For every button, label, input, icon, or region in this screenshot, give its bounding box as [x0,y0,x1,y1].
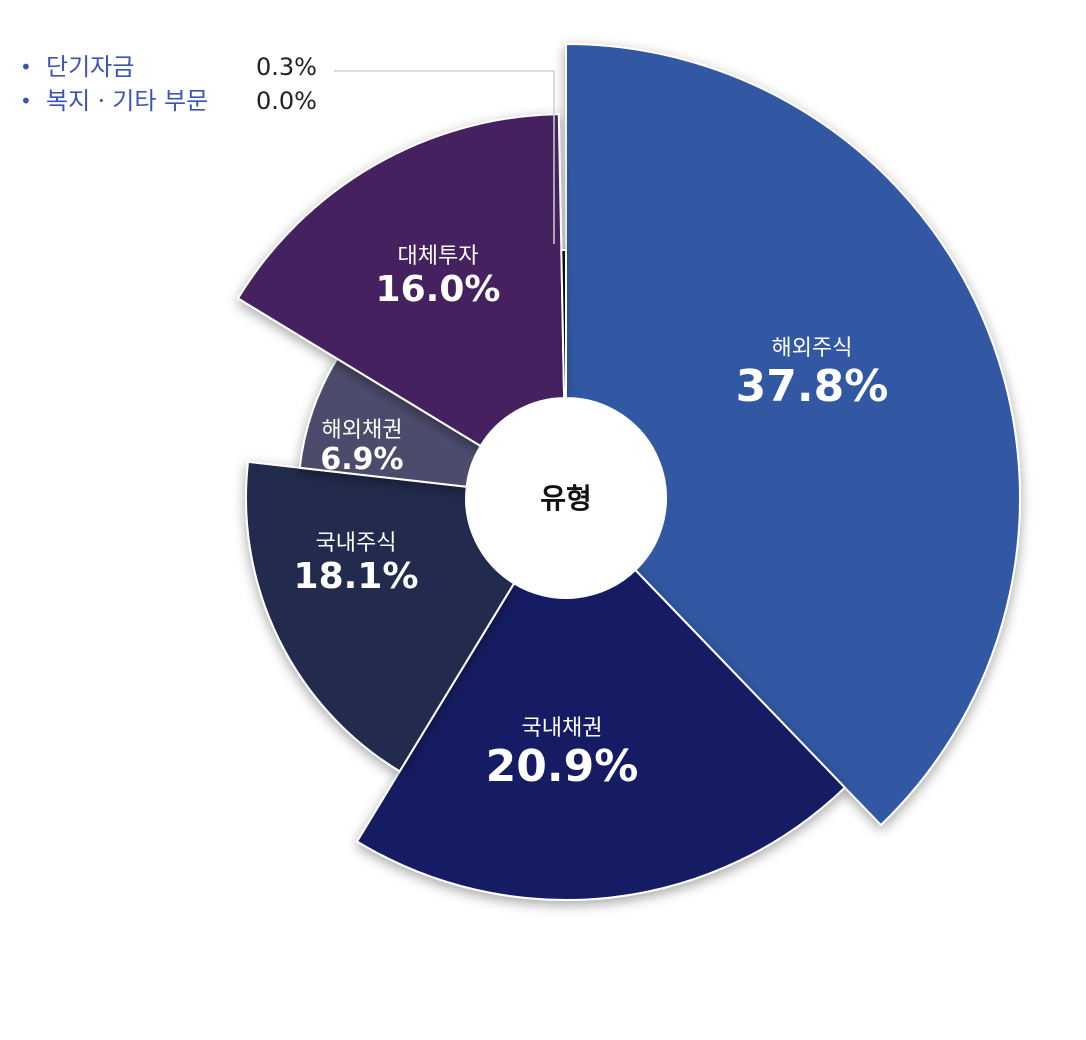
slice-label: 해외채권 [322,418,403,443]
legend-bullet-icon: • [20,89,32,113]
legend-value: 0.0% [256,87,317,115]
slice-value: 20.9% [486,741,639,792]
legend-label: 단기자금 [46,53,135,81]
slice-value: 18.1% [294,556,419,597]
slice-value: 37.8% [736,361,889,412]
slice-label: 해외주식 [772,336,853,361]
center-label: 유형 [540,482,592,515]
legend-value: 0.3% [256,53,317,81]
legend-bullet-icon: • [20,55,32,79]
pie-slice [355,568,847,901]
slice-label: 대체투자 [398,244,479,269]
center-hole [466,398,666,598]
slices-group [236,42,1021,901]
legend-label: 복지ㆍ기타 부문 [46,87,209,115]
slice-value: 6.9% [320,442,403,477]
slice-label: 국내채권 [522,716,603,741]
slice-value: 16.0% [376,269,501,310]
slice-label: 국내주식 [316,531,397,556]
